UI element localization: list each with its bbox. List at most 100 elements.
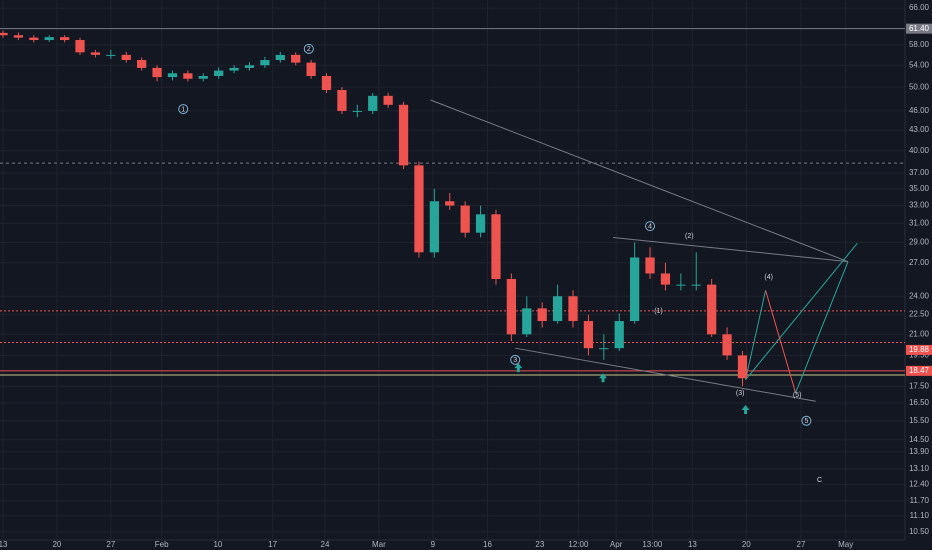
trendline — [515, 347, 816, 402]
candle-body — [13, 35, 24, 38]
candle-body — [60, 37, 70, 41]
wave-label: (3) — [736, 390, 745, 397]
y-tick-label: 24.00 — [909, 291, 930, 300]
candle-body — [337, 90, 347, 111]
candle-body — [383, 95, 393, 105]
x-tick-label: Feb — [155, 540, 169, 549]
candle-body — [306, 62, 316, 76]
x-tick-label: 13:00 — [642, 540, 663, 549]
candle-body — [737, 355, 748, 379]
candle-body — [414, 165, 424, 253]
price-label: 61.40 — [909, 24, 930, 33]
candle-body — [599, 348, 609, 350]
signal-arrow — [741, 404, 750, 414]
y-tick-label: 17.50 — [909, 381, 930, 390]
candle-body — [491, 214, 501, 279]
y-tick-label: 43.00 — [909, 125, 930, 134]
x-tick-label: 13 — [688, 540, 697, 549]
candle-body — [475, 214, 486, 233]
candle-body — [137, 60, 147, 68]
x-tick-label: 23 — [535, 540, 544, 549]
y-tick-label: 11.70 — [910, 496, 930, 505]
candle-body — [167, 73, 178, 78]
y-tick-label: 15.50 — [909, 416, 930, 425]
candle-body — [75, 40, 85, 53]
wave-label: 4 — [648, 223, 652, 230]
x-tick-label: 24 — [321, 540, 330, 549]
signal-arrow — [599, 373, 608, 383]
price-label-box — [906, 365, 932, 376]
candle-body — [368, 95, 378, 111]
trendline — [613, 236, 849, 263]
candle-body — [275, 54, 285, 61]
trendline — [745, 243, 858, 381]
y-tick-label: 37.00 — [909, 168, 930, 177]
candle-body — [552, 296, 563, 322]
price-label: 18.47 — [909, 366, 930, 375]
wave-label: (5) — [793, 392, 802, 399]
x-tick-label: 9 — [431, 540, 436, 549]
candle-body — [29, 37, 39, 41]
candle-body — [707, 284, 717, 335]
wave-label: 3 — [513, 357, 517, 364]
y-tick-label: 10.50 — [909, 527, 930, 536]
wave-label: (2) — [685, 233, 694, 240]
candle-body — [121, 54, 131, 61]
wave-label: 1 — [181, 106, 185, 113]
candle-body — [244, 65, 255, 68]
candle-body — [660, 273, 671, 285]
candle-body — [398, 104, 409, 166]
trendline — [795, 261, 849, 393]
y-tick-label: 11.10 — [910, 511, 930, 520]
candle-body — [614, 321, 624, 349]
y-tick-label: 12.40 — [909, 479, 930, 488]
y-tick-label: 35.00 — [909, 184, 930, 193]
candle-body — [44, 37, 54, 41]
candle-body — [352, 110, 362, 112]
candle-body — [537, 308, 547, 322]
candle-body — [676, 284, 686, 286]
candle-body — [429, 201, 439, 253]
x-tick-label: 20 — [52, 540, 61, 549]
candle-body — [583, 321, 594, 349]
candle-body — [260, 60, 270, 66]
candle-body — [229, 67, 239, 71]
candle-body — [106, 54, 116, 56]
wave-label: (4) — [764, 274, 773, 281]
candle-body — [506, 278, 517, 335]
candle-body — [0, 32, 8, 36]
y-tick-label: 58.00 — [909, 40, 930, 49]
y-tick-label: 40.00 — [909, 146, 930, 155]
y-tick-label: 16.50 — [909, 398, 930, 407]
candle-body — [691, 284, 701, 286]
wave-circle — [645, 221, 656, 232]
y-tick-label: 14.50 — [909, 435, 930, 444]
candle-body — [198, 75, 208, 79]
signal-arrow — [514, 363, 523, 373]
trendline — [765, 290, 797, 393]
x-tick-label: 16 — [483, 540, 492, 549]
x-tick-label: 13 — [0, 540, 8, 549]
trendline — [430, 99, 849, 263]
y-tick-label: 29.00 — [909, 237, 930, 246]
x-tick-label: 10 — [213, 540, 222, 549]
candle-body — [630, 257, 640, 322]
wave-label: (1) — [654, 308, 663, 315]
candle-body — [152, 67, 162, 78]
x-tick-label: Mar — [372, 540, 386, 549]
y-tick-label: 31.00 — [909, 218, 930, 227]
y-tick-label: 54.00 — [909, 60, 930, 69]
candle-body — [90, 52, 101, 55]
candle-body — [445, 201, 455, 206]
candle-body — [183, 73, 193, 79]
wave-circle — [178, 104, 189, 115]
y-tick-label: 66.00 — [909, 3, 930, 12]
x-tick-label: 27 — [797, 540, 806, 549]
price-label-box — [906, 23, 932, 34]
y-tick-label: 13.90 — [909, 447, 930, 456]
price-label-box — [906, 344, 932, 355]
wave-circle — [303, 43, 314, 54]
